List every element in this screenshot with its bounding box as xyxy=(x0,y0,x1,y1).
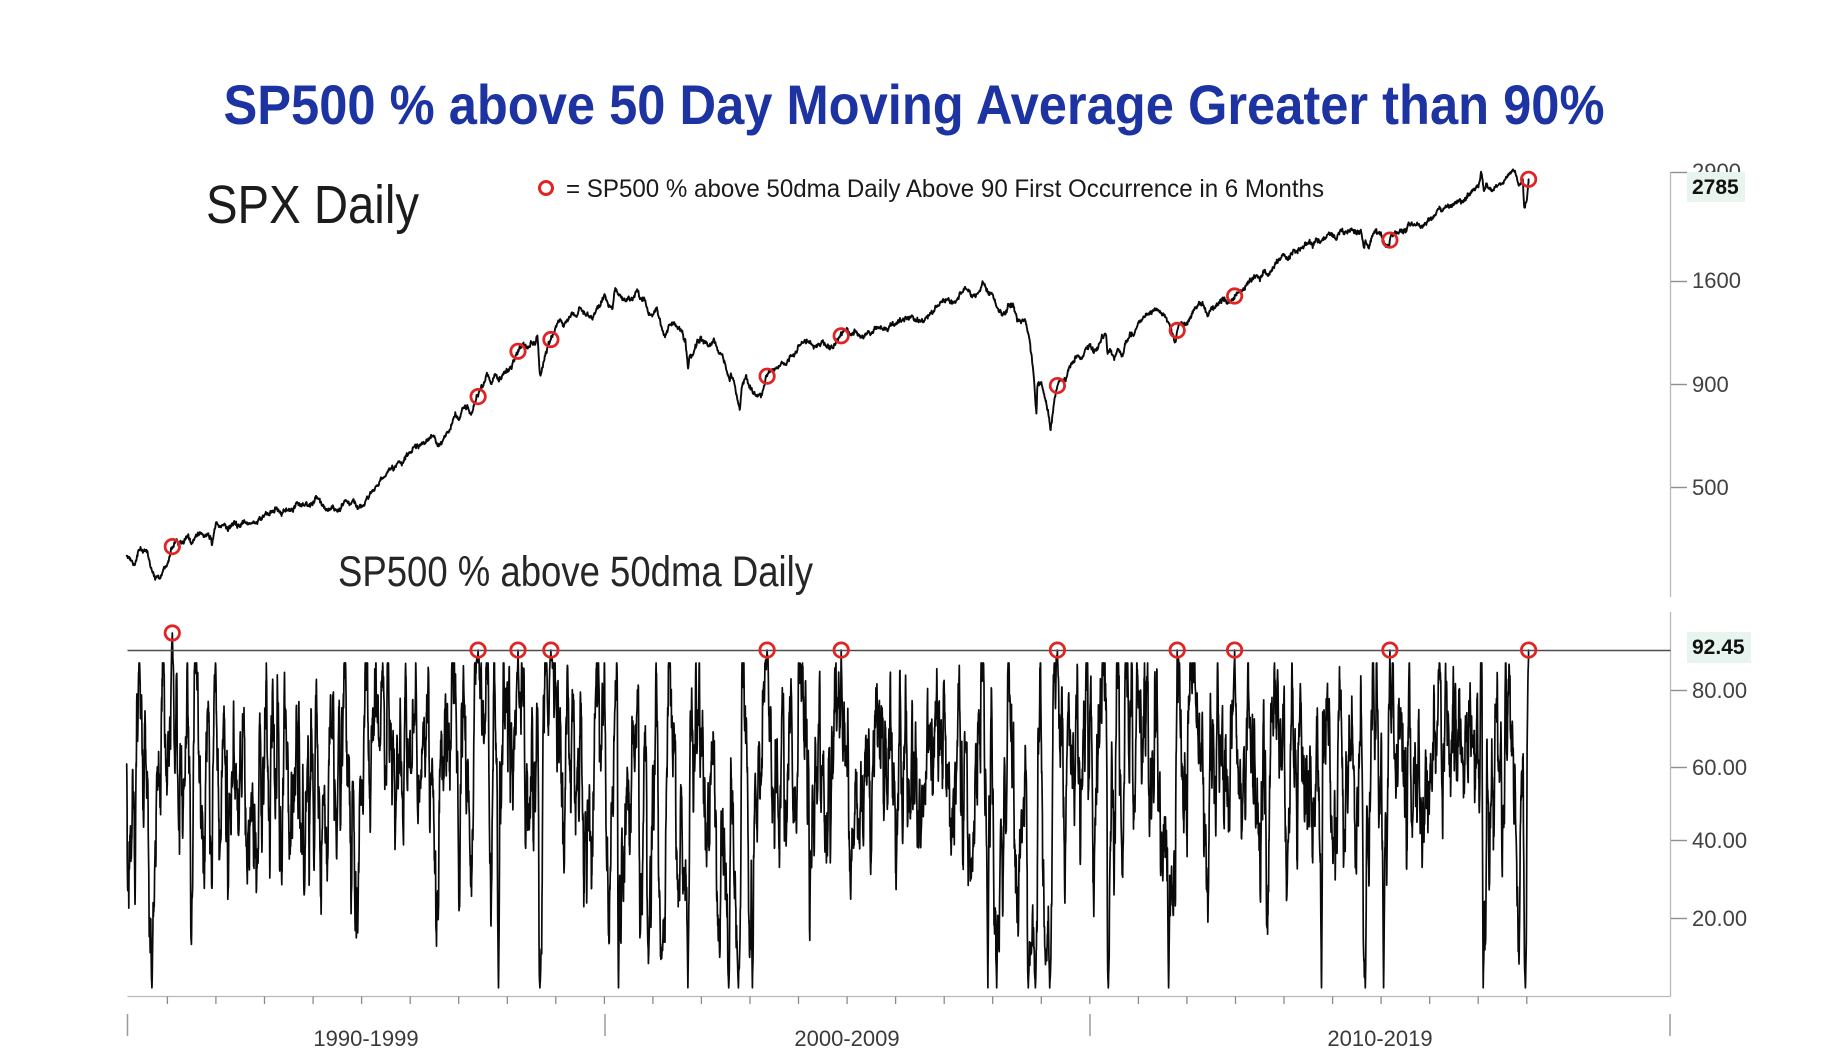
svg-text:SPX Daily: SPX Daily xyxy=(206,175,419,235)
svg-text:1600: 1600 xyxy=(1692,268,1741,293)
svg-text:2010-2019: 2010-2019 xyxy=(1327,1026,1432,1051)
svg-text:60.00: 60.00 xyxy=(1692,755,1747,780)
svg-text:40.00: 40.00 xyxy=(1692,828,1747,853)
svg-text:92.45: 92.45 xyxy=(1692,636,1745,659)
svg-text:1990-1999: 1990-1999 xyxy=(313,1026,418,1051)
svg-text:2000-2009: 2000-2009 xyxy=(794,1026,899,1051)
svg-text:500: 500 xyxy=(1692,475,1729,500)
svg-text:80.00: 80.00 xyxy=(1692,678,1747,703)
svg-text:2785: 2785 xyxy=(1692,176,1739,199)
svg-text:= SP500 % above 50dma Daily Ab: = SP500 % above 50dma Daily Above 90 Fir… xyxy=(566,175,1324,203)
svg-text:SP500 % above 50dma Daily: SP500 % above 50dma Daily xyxy=(338,548,813,596)
svg-text:SP500 % above 50 Day Moving Av: SP500 % above 50 Day Moving Average Grea… xyxy=(224,73,1605,136)
svg-text:20.00: 20.00 xyxy=(1692,906,1747,931)
svg-text:900: 900 xyxy=(1692,372,1729,397)
